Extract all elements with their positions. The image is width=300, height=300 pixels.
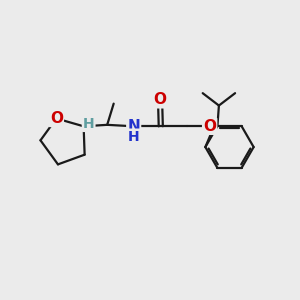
- Text: O: O: [203, 119, 216, 134]
- Text: H: H: [128, 130, 140, 144]
- Text: N: N: [127, 119, 140, 134]
- Text: H: H: [83, 117, 94, 131]
- Text: O: O: [50, 111, 63, 126]
- Text: O: O: [154, 92, 167, 107]
